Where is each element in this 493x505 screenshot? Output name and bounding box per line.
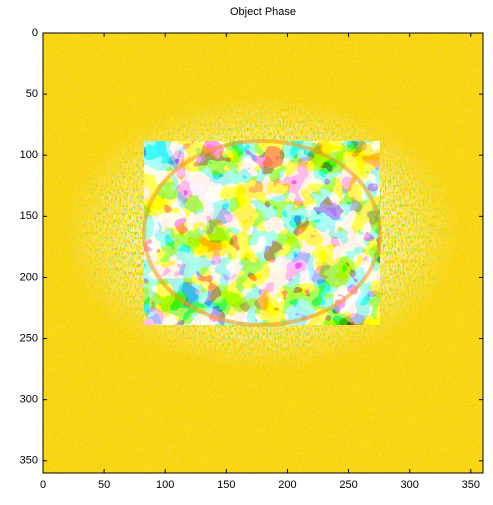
chart-title: Object Phase <box>230 6 296 18</box>
x-tick-label: 50 <box>98 479 110 491</box>
y-tick-label: 150 <box>20 210 38 222</box>
y-tick-label: 200 <box>20 271 38 283</box>
y-tick-label: 0 <box>32 27 38 39</box>
x-tick-label: 300 <box>400 479 418 491</box>
x-tick-label: 0 <box>40 479 46 491</box>
x-tick-label: 100 <box>156 479 174 491</box>
y-tick-label: 300 <box>20 394 38 406</box>
y-tick-label: 100 <box>20 149 38 161</box>
axes-frame <box>42 32 484 474</box>
y-tick-label: 350 <box>20 455 38 467</box>
x-tick-label: 200 <box>278 479 296 491</box>
phase-image <box>43 33 483 473</box>
x-tick-label: 250 <box>339 479 357 491</box>
x-tick-label: 150 <box>217 479 235 491</box>
y-tick-label: 250 <box>20 332 38 344</box>
x-tick-label: 350 <box>462 479 480 491</box>
y-tick-label: 50 <box>26 88 38 100</box>
